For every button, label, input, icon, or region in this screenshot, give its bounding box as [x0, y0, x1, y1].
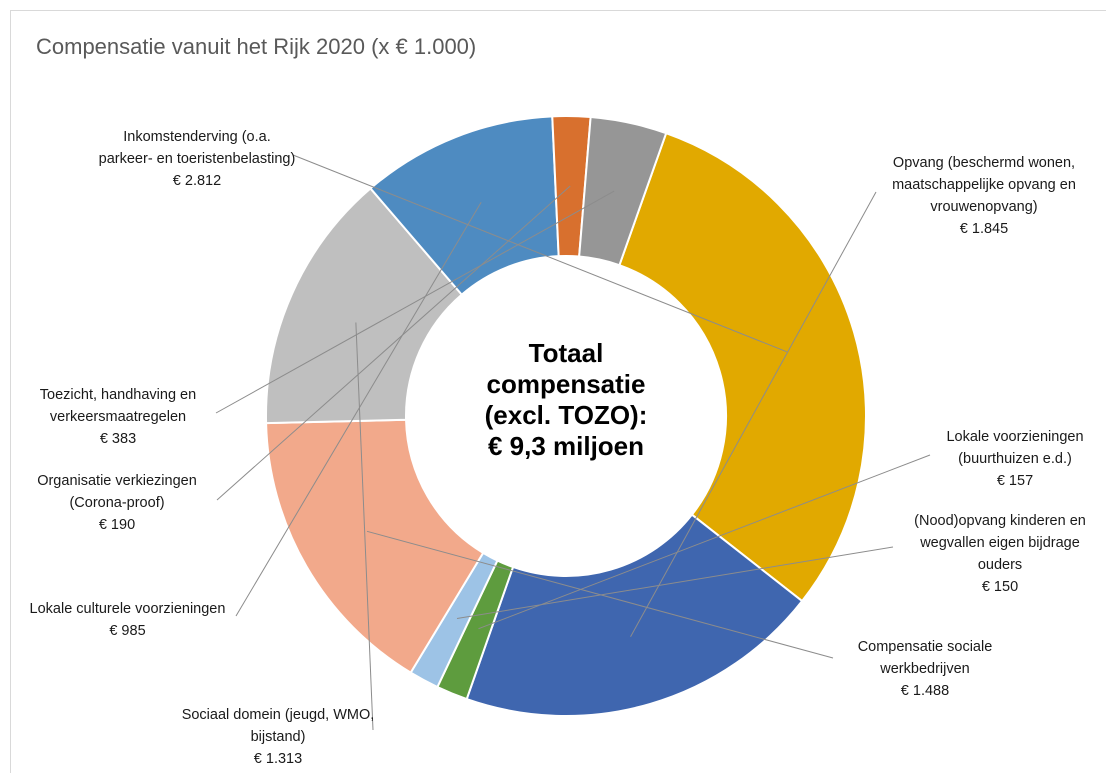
- donut-slice: [265, 418, 485, 675]
- center-line: compensatie: [486, 369, 646, 399]
- donut-slice: [618, 131, 867, 603]
- slice-value-label: € 1.313: [253, 751, 303, 767]
- donut-center-text: Totaal compensatie (excl. TOZO): € 9,3 m…: [416, 338, 716, 462]
- slice-label-line: Compensatie sociale: [857, 639, 993, 655]
- chart-frame: [10, 10, 1106, 773]
- slice-label-line: vrouwenopvang): [930, 199, 1038, 215]
- leader-line: [355, 322, 374, 731]
- slice-label-line: wegvallen eigen bijdrage: [920, 535, 1080, 551]
- slice-value-label: € 2.812: [172, 173, 222, 189]
- chart-title: Compensatie vanuit het Rijk 2020 (x € 1.…: [36, 34, 477, 59]
- leader-line: [235, 201, 482, 617]
- slice-label-sociaal-domein: Sociaal domein (jeugd, WMO, bijstand) € 1.…: [178, 704, 378, 770]
- center-line: € 9,3 miljoen: [487, 431, 645, 461]
- slice-label-line: parkeer- en toeristenbelasting): [98, 151, 296, 167]
- donut-slice: [265, 187, 464, 425]
- slice-label-line: verkeersmaatregelen: [49, 409, 187, 425]
- slice-label-line: bijstand): [250, 729, 306, 745]
- slice-label-line: werkbedrijven: [880, 661, 970, 677]
- slice-label-line: Lokale culturele voorzieningen: [29, 601, 226, 617]
- slice-label-line: Sociaal domein (jeugd, WMO,: [181, 707, 375, 723]
- slice-label-line: Inkomstenderving (o.a.: [123, 129, 271, 145]
- slice-label-opvang: Opvang (beschermd wonen, maatschappelijke…: [874, 152, 1094, 240]
- slice-label-lokale-voorzieningen: Lokale voorzieningen (buurthuizen e.d.) € …: [925, 426, 1105, 492]
- slice-label-line: Toezicht, handhaving en: [39, 387, 197, 403]
- donut-slice: [578, 115, 668, 267]
- slice-value-label: € 985: [109, 623, 146, 639]
- slice-label-noodopvang: (Nood)opvang kinderen en wegvallen eigen …: [900, 510, 1100, 598]
- slice-label-line: (Corona-proof): [69, 495, 165, 511]
- slice-label-line: Lokale voorzieningen: [946, 429, 1084, 445]
- leader-line: [456, 546, 894, 620]
- slice-value-label: € 1.845: [959, 221, 1009, 237]
- leader-line: [292, 154, 788, 353]
- leader-line: [478, 454, 931, 630]
- slice-value-label: € 190: [98, 517, 136, 533]
- leader-line: [366, 530, 834, 659]
- slice-value-label: € 157: [996, 473, 1034, 489]
- donut-slice: [465, 513, 804, 717]
- slice-label-toezicht: Toezicht, handhaving en verkeersmaatregel…: [23, 384, 213, 450]
- slice-value-label: € 383: [99, 431, 137, 447]
- slice-label-line: Organisatie verkiezingen: [37, 473, 197, 489]
- center-line: (excl. TOZO):: [484, 400, 648, 430]
- slice-label-line: (Nood)opvang kinderen en: [914, 513, 1086, 529]
- leader-line: [630, 191, 877, 638]
- slice-label-inkomstenderving: Inkomstenderving (o.a. parkeer- en toeris…: [97, 126, 297, 192]
- leader-line: [215, 190, 615, 414]
- slice-label-verkiezingen: Organisatie verkiezingen (Corona-proof) € …: [17, 470, 217, 536]
- slice-label-line: ouders: [977, 557, 1023, 573]
- slice-label-line: (buurthuizen e.d.): [958, 451, 1072, 467]
- slice-value-label: € 1.488: [900, 683, 950, 699]
- slice-label-line: maatschappelijke opvang en: [892, 177, 1076, 193]
- leader-line: [216, 185, 571, 501]
- center-line: Totaal: [528, 338, 604, 368]
- slice-label-line: Opvang (beschermd wonen,: [892, 155, 1076, 171]
- slice-label-culturele-voorzieningen: Lokale culturele voorzieningen € 985: [15, 598, 240, 642]
- slice-label-sociale-werkbedrijven: Compensatie sociale werkbedrijven € 1.488: [840, 636, 1010, 702]
- slice-value-label: € 150: [981, 579, 1019, 595]
